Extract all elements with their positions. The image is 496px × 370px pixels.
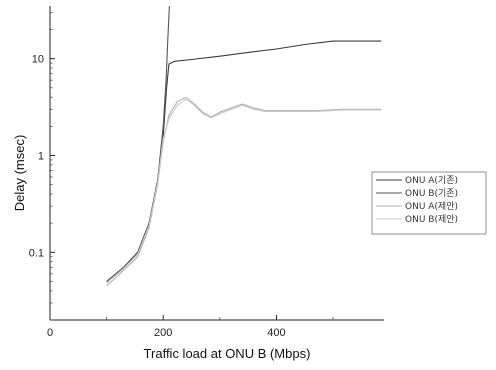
legend-label: ONU A(기존) [405, 175, 458, 186]
y-tick-label: 1 [38, 151, 44, 163]
y-tick-label: 10 [32, 54, 44, 66]
legend: ONU A(기존) ONU B(기존) ONU A(제안) ONU B(제안) [371, 171, 487, 235]
y-axis-title: Delay (msec) [12, 135, 27, 212]
legend-label: ONU A(제안) [405, 201, 458, 212]
legend-label: ONU B(기존) [405, 188, 458, 199]
series-line-4 [106, 98, 382, 284]
series-line-1 [106, 40, 382, 282]
x-axis-title: Traffic load at ONU B (Mbps) [144, 346, 311, 361]
x-tick-label: 0 [47, 327, 53, 339]
series-line-2 [106, 6, 170, 282]
axes: 0.1 1 10 0 200 400 [29, 6, 384, 339]
plot-area [106, 6, 382, 287]
x-tick-label: 400 [267, 327, 285, 339]
legend-box [371, 171, 487, 235]
y-tick-label: 0.1 [29, 247, 44, 259]
series-line-3 [106, 96, 382, 287]
legend-label: ONU B(제안) [405, 214, 458, 225]
x-tick-label: 200 [154, 327, 172, 339]
